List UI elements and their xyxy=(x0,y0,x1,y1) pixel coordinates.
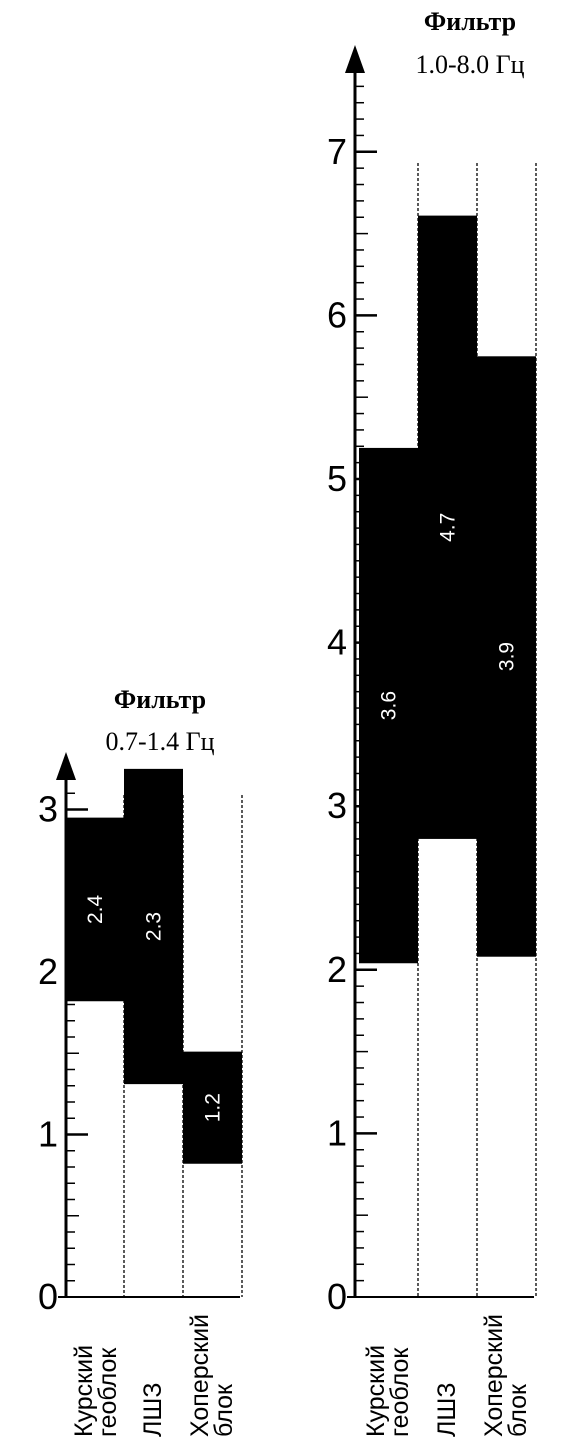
bar-0 xyxy=(359,447,418,964)
bar-value-label-2: 1.2 xyxy=(202,1093,225,1122)
y-tick-label: 2 xyxy=(327,949,347,990)
chart-title-line1: Фильтр xyxy=(114,685,206,714)
category-label-2: Хоперскийблок xyxy=(186,1314,238,1437)
y-axis-arrow xyxy=(345,45,365,73)
category-label-line: ЛШЗ xyxy=(433,1383,461,1437)
category-label-1: ЛШЗ xyxy=(139,1383,167,1437)
chart-title-line2: 1.0-8.0 Гц xyxy=(415,50,524,79)
category-label-line: Хоперский xyxy=(186,1314,214,1437)
bar-2 xyxy=(183,1051,242,1164)
y-tick-label: 3 xyxy=(327,785,347,826)
chart-panel-filter-1.0-8.0: Фильтр 1.0-8.0 Гц 3.6 4.7 3.9 0 1 2 3 4 5 6 7 Курск… xyxy=(327,7,537,1437)
y-tick-label: 2 xyxy=(38,951,58,992)
bar-1 xyxy=(124,768,183,1085)
y-tick-label: 4 xyxy=(327,622,347,663)
category-label-line: Курский xyxy=(70,1345,98,1437)
category-label-0: Курскийгеоблок xyxy=(70,1345,122,1437)
chart-panel-filter-0.7-1.4: Фильтр 0.7-1.4 Гц 2.4 2.3 1.2 0 1 2 3 Курскийге… xyxy=(38,685,243,1437)
category-label-line: геоблок xyxy=(94,1347,122,1437)
y-tick-label: 0 xyxy=(327,1276,347,1317)
bar-value-label-0: 2.4 xyxy=(84,895,107,925)
bar-1 xyxy=(418,215,477,839)
bar-0 xyxy=(66,817,124,1002)
category-label-line: Курский xyxy=(362,1345,390,1437)
category-label-0: Курскийгеоблок xyxy=(362,1345,414,1437)
bar-value-label-2: 3.9 xyxy=(496,642,519,671)
category-label-line: блок xyxy=(504,1383,532,1437)
bar-value-label-0: 3.6 xyxy=(378,691,401,720)
category-label-2: Хоперскийблок xyxy=(480,1314,532,1437)
bar-2 xyxy=(477,356,536,957)
category-label-line: Хоперский xyxy=(480,1314,508,1437)
category-label-line: ЛШЗ xyxy=(139,1383,167,1437)
category-label-line: геоблок xyxy=(386,1347,414,1437)
bar-value-label-1: 2.3 xyxy=(143,912,166,941)
y-tick-label: 6 xyxy=(327,294,347,335)
y-tick-label: 1 xyxy=(327,1112,347,1153)
category-label-line: блок xyxy=(210,1383,238,1437)
chart-title-line1: Фильтр xyxy=(424,7,516,36)
category-label-1: ЛШЗ xyxy=(433,1383,461,1437)
y-axis-arrow xyxy=(56,752,76,780)
y-tick-label: 1 xyxy=(38,1114,58,1155)
y-tick-label: 3 xyxy=(38,789,58,830)
chart-title-line2: 0.7-1.4 Гц xyxy=(105,727,214,756)
y-tick-label: 5 xyxy=(327,458,347,499)
bar-value-label-1: 4.7 xyxy=(437,513,460,542)
y-tick-label: 0 xyxy=(38,1276,58,1317)
y-tick-label: 7 xyxy=(327,131,347,172)
